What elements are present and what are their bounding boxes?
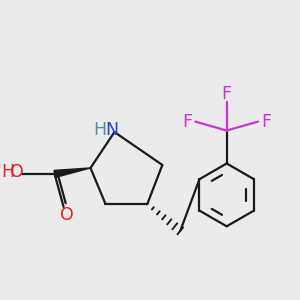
Polygon shape bbox=[54, 168, 91, 178]
Text: F: F bbox=[182, 112, 192, 130]
Text: O: O bbox=[60, 206, 74, 224]
Text: N: N bbox=[106, 121, 118, 139]
Text: F: F bbox=[262, 112, 272, 130]
Text: O: O bbox=[10, 163, 24, 181]
Text: H: H bbox=[1, 163, 14, 181]
Text: F: F bbox=[222, 85, 232, 103]
Text: H: H bbox=[93, 121, 106, 139]
